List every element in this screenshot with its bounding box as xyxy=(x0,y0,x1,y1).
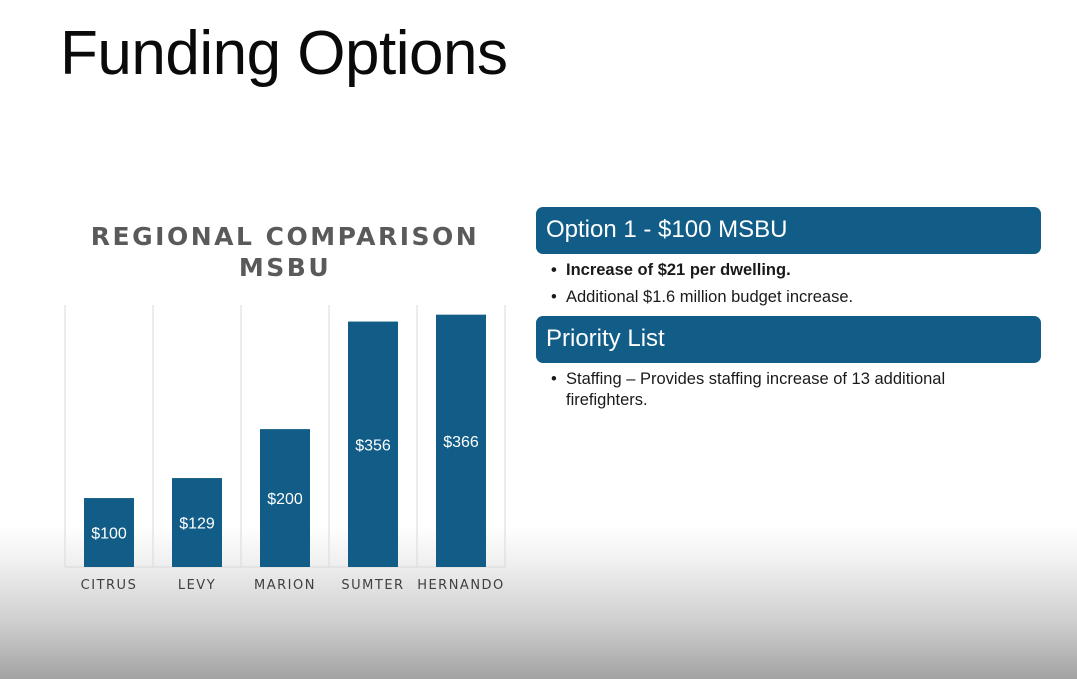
data-label: $356 xyxy=(355,437,391,454)
data-label: $366 xyxy=(443,434,479,451)
data-label: $100 xyxy=(91,526,127,543)
x-tick-label: MARION xyxy=(254,578,316,593)
bar-citrus xyxy=(84,498,134,567)
option1-bullet: Increase of $21 per dwelling. xyxy=(536,260,1041,281)
priority-header: Priority List xyxy=(536,316,1041,363)
x-tick-label: LEVY xyxy=(178,578,216,593)
chart-title: REGIONAL COMPARISON MSBU xyxy=(64,221,506,283)
bar-levy xyxy=(172,478,222,567)
bar-hernando xyxy=(436,314,486,567)
chart-title-line2: MSBU xyxy=(238,253,332,282)
slide-title: Funding Options xyxy=(60,19,508,88)
priority-bullet-list: Staffing – Provides staffing increase of… xyxy=(536,369,1041,411)
priority-panel: Priority List Staffing – Provides staffi… xyxy=(536,316,1041,411)
data-label: $129 xyxy=(179,516,215,533)
priority-bullet: Staffing – Provides staffing increase of… xyxy=(536,369,1041,411)
x-tick-label: HERNANDO xyxy=(417,578,505,593)
option1-bullet: Additional $1.6 million budget increase. xyxy=(536,287,1041,308)
option1-header: Option 1 - $100 MSBU xyxy=(536,207,1041,254)
option1-bullet-list: Increase of $21 per dwelling. Additional… xyxy=(536,260,1041,308)
x-tick-label: SUMTER xyxy=(341,578,404,593)
x-tick-label: CITRUS xyxy=(81,578,138,593)
bar-sumter xyxy=(348,321,398,567)
data-label: $200 xyxy=(267,491,303,508)
chart-title-line1: REGIONAL COMPARISON xyxy=(90,222,480,251)
option1-panel: Option 1 - $100 MSBU Increase of $21 per… xyxy=(536,207,1041,308)
bar-marion xyxy=(260,429,310,567)
